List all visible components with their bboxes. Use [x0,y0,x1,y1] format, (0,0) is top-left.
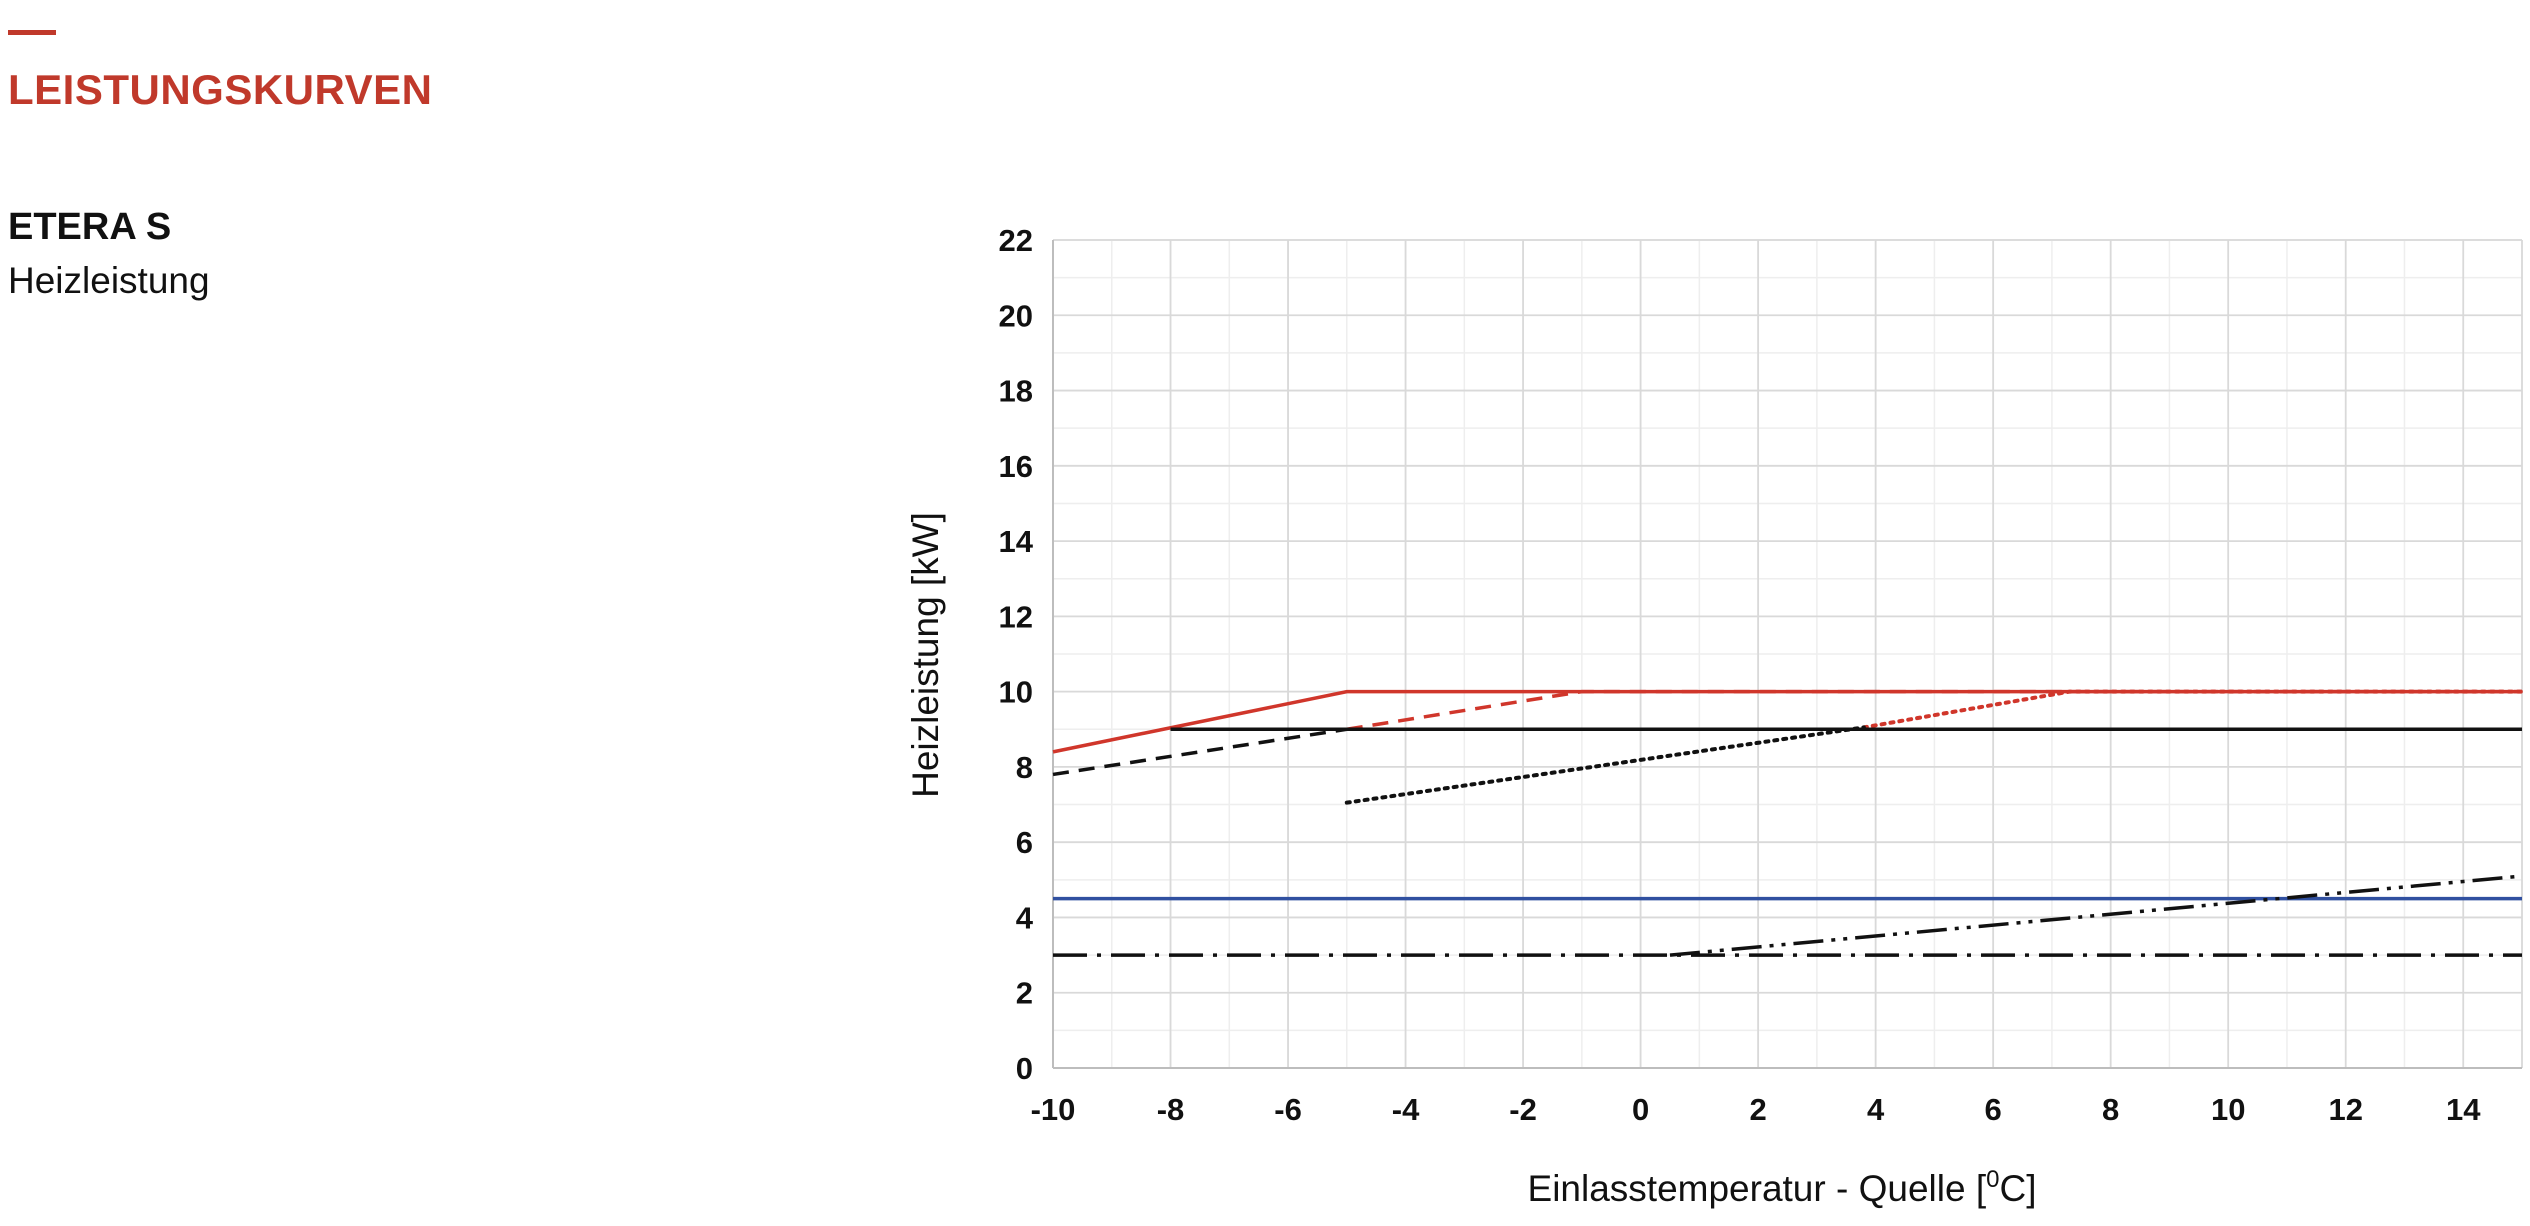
series-line-5 [1052,727,1348,777]
x-tick-label: 4 [1867,1092,1885,1127]
y-tick-label: 4 [1016,900,1034,935]
y-axis-label: Heizleistung [kW] [905,512,946,798]
series-line-9 [1669,874,2523,957]
y-tick-label: 14 [999,524,1034,559]
y-tick-label: 2 [1016,976,1033,1011]
grid-major [1052,239,2523,1069]
x-tick-label: -8 [1157,1092,1185,1127]
x-tick-label: 12 [2328,1092,2362,1127]
x-axis-label-tail: C] [1999,1168,2036,1209]
series-line-2 [1346,689,2522,732]
x-axis-label: Einlasstemperatur - Quelle [0C] [1528,1166,2037,1209]
y-tick-label: 18 [999,374,1033,409]
x-tick-labels: -10 -8 -6 -4 -2 0 2 4 6 8 10 12 14 [1031,1092,2482,1127]
y-tick-label: 0 [1016,1051,1033,1086]
product-name: ETERA S [8,206,172,248]
x-tick-label: 6 [1985,1092,2002,1127]
x-tick-label: -4 [1392,1092,1420,1127]
x-tick-label: -2 [1509,1092,1537,1127]
y-tick-label: 22 [999,223,1033,258]
y-tick-label: 10 [999,675,1033,710]
section-title: LEISTUNGSKURVEN [8,66,433,113]
y-tick-label: 6 [1016,825,1033,860]
x-tick-label: 10 [2211,1092,2245,1127]
x-tick-label: -10 [1031,1092,1076,1127]
x-axis-label-sup: 0 [1986,1166,1999,1193]
x-tick-label: -6 [1274,1092,1302,1127]
y-tick-label: 8 [1016,750,1033,785]
x-tick-label: 2 [1749,1092,1766,1127]
series-group [1052,689,2524,957]
y-tick-label: 12 [999,599,1033,634]
series-line-6 [1344,725,1866,805]
x-tick-label: 0 [1632,1092,1649,1127]
y-tick-label: 20 [999,298,1033,333]
grid-minor [1052,239,2523,1069]
x-tick-label: 14 [2446,1092,2481,1127]
x-tick-label: 8 [2102,1092,2119,1127]
accent-bar [8,30,56,35]
series-line-1 [1052,689,2522,754]
y-tick-labels: 0 2 4 6 8 10 12 14 16 18 20 22 [999,223,1034,1086]
product-subtitle: Heizleistung [8,260,210,301]
x-axis-label-main: Einlasstemperatur - Quelle [ [1528,1168,1987,1209]
y-tick-label: 16 [999,449,1033,484]
series-line-3 [1861,689,2524,730]
